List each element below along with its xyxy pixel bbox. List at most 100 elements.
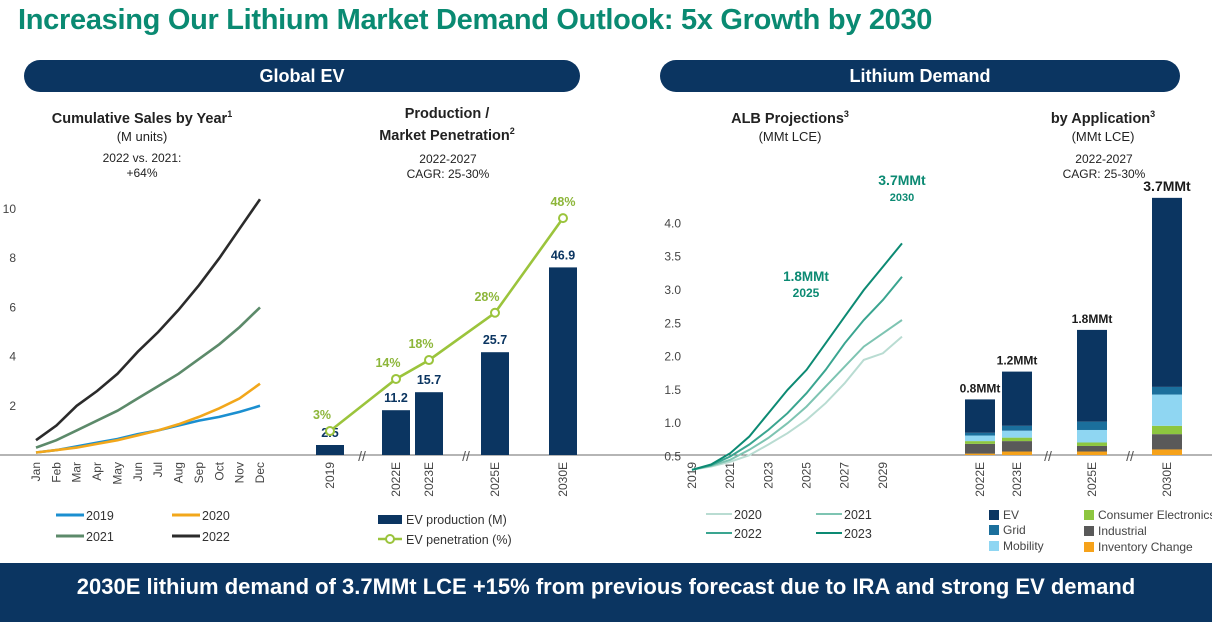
application-total-label: 0.8MMt <box>960 381 1001 395</box>
sales-x-tick-label: Dec <box>253 462 267 483</box>
production-legend-swatch <box>378 515 402 524</box>
sales-x-tick-label: Jan <box>29 462 43 481</box>
alb-legend-label: 2021 <box>844 508 872 522</box>
sales-legend-label: 2019 <box>86 509 114 523</box>
production-legend-label: EV production (M) <box>406 513 507 527</box>
application-legend-label: Inventory Change <box>1098 540 1193 554</box>
sales-x-tick-label: Aug <box>172 462 186 483</box>
alb-subtitle: ALB Projections3 (MMt LCE) <box>710 106 870 145</box>
sales-x-tick-label: Nov <box>233 462 247 483</box>
application-x-tick-label: 2023E <box>1010 462 1024 497</box>
production-heading-line2: Market Penetration <box>379 127 510 144</box>
application-legend-label: Grid <box>1003 523 1026 537</box>
alb-x-tick-label: 2021 <box>723 462 737 489</box>
alb-x-tick-label: 2029 <box>876 462 890 489</box>
sales-series-line-2020 <box>35 382 261 454</box>
production-note-line1: 2022-2027 <box>419 152 477 166</box>
alb-annotation-value: 1.8MMt <box>783 269 829 284</box>
penetration-label: 18% <box>408 337 433 351</box>
application-bar-segment-consumer-electronics <box>1002 437 1032 442</box>
alb-series-line-2020 <box>691 335 903 471</box>
section-header-global-ev: Global EV <box>24 60 580 92</box>
application-legend-label: Consumer Electronics <box>1098 508 1212 522</box>
sales-series-line-2021 <box>35 306 261 449</box>
penetration-point <box>391 373 401 384</box>
sales-x-tick-label: Sep <box>192 462 206 484</box>
application-bar-segment-mobility <box>965 435 995 442</box>
application-legend-label: EV <box>1003 508 1019 522</box>
sales-subtitle: Cumulative Sales by Year1 (M units) <box>42 106 242 145</box>
alb-heading: ALB Projections <box>731 110 844 127</box>
alb-series-line-2022 <box>691 276 903 471</box>
penetration-label: 3% <box>313 408 331 422</box>
application-legend-swatch-consumer-electronics <box>1084 510 1094 520</box>
application-bar-segment-inventory-change <box>1077 451 1107 455</box>
alb-series-line-2021 <box>691 319 903 471</box>
application-bar-segment-mobility <box>1002 430 1032 438</box>
alb-y-tick-label: 1.5 <box>664 383 681 397</box>
sales-legend-label: 2020 <box>202 509 230 523</box>
application-bar-segment-industrial <box>1077 445 1107 452</box>
production-x-tick-label: 2019 <box>323 462 337 489</box>
sales-y-tick-label: 10 <box>3 202 17 216</box>
alb-legend-label: 2023 <box>844 527 872 541</box>
application-footnote: 3 <box>1150 109 1156 119</box>
alb-x-tick-label: 2019 <box>685 462 699 489</box>
application-total-label: 1.2MMt <box>997 354 1038 368</box>
application-bar-segment-consumer-electronics <box>1077 442 1107 446</box>
alb-legend-label: 2020 <box>734 508 762 522</box>
application-legend-swatch-industrial <box>1084 526 1094 536</box>
sales-footnote: 1 <box>227 109 233 119</box>
application-note-line2: CAGR: 25-30% <box>1062 167 1146 181</box>
alb-y-tick-label: 1.0 <box>664 416 681 430</box>
production-bar-label: 25.7 <box>483 333 507 347</box>
alb-y-tick-label: 4.0 <box>664 216 681 230</box>
penetration-legend-marker <box>385 534 395 544</box>
application-bar-segment-mobility <box>1152 394 1182 426</box>
application-legend-swatch-ev <box>989 510 999 520</box>
sales-x-tick-label: Apr <box>90 462 104 481</box>
production-bar-label: 11.2 <box>384 391 408 405</box>
alb-x-tick-label: 2027 <box>838 462 852 489</box>
axis-break-mark: // <box>1044 448 1052 464</box>
penetration-label: 48% <box>550 195 575 209</box>
sales-y-tick-label: 2 <box>9 399 16 413</box>
production-bar-2023E <box>415 392 443 455</box>
alb-annotation-year: 2025 <box>793 286 820 300</box>
sales-x-tick-label: Mar <box>70 462 84 483</box>
application-bar-segment-grid <box>965 432 995 436</box>
production-heading-line1: Production / <box>404 106 490 122</box>
alb-annotation-year: 2030 <box>890 192 914 204</box>
axis-break-mark: // <box>462 448 470 464</box>
application-legend-swatch-grid <box>989 525 999 535</box>
penetration-label: 14% <box>375 356 400 370</box>
production-x-tick-label: 2030E <box>556 462 570 497</box>
sales-legend-label: 2022 <box>202 530 230 544</box>
alb-annotation-value: 3.7MMt <box>878 172 926 188</box>
application-heading: by Application <box>1050 110 1151 127</box>
alb-y-tick-label: 3.5 <box>664 250 681 264</box>
sales-x-tick-label: Jun <box>131 462 145 481</box>
application-total-label: 3.7MMt <box>1143 178 1191 194</box>
production-subtitle: Production / Market Penetration2 <box>362 106 532 145</box>
penetration-label: 28% <box>474 290 499 304</box>
penetration-point <box>490 307 500 318</box>
penetration-point <box>558 213 568 224</box>
application-legend-label: Industrial <box>1098 524 1147 538</box>
alb-y-tick-label: 0.5 <box>664 450 681 464</box>
application-x-tick-label: 2025E <box>1085 462 1099 497</box>
penetration-point <box>424 355 434 366</box>
sales-y-tick-label: 8 <box>9 251 16 265</box>
application-bar-segment-ev <box>965 399 995 433</box>
application-legend-swatch-mobility <box>989 541 999 551</box>
sales-x-tick-label: Oct <box>212 461 226 480</box>
section-header-lithium-demand: Lithium Demand <box>660 60 1180 92</box>
alb-legend-label: 2022 <box>734 527 762 541</box>
application-subtitle: by Application3 (MMt LCE) <box>1028 106 1178 145</box>
alb-x-tick-label: 2025 <box>800 462 814 489</box>
sales-y-tick-label: 4 <box>9 350 16 364</box>
application-total-label: 1.8MMt <box>1072 312 1113 326</box>
production-bar-2019 <box>316 445 344 455</box>
application-legend-swatch-inventory-change <box>1084 542 1094 552</box>
production-footnote: 2 <box>509 126 515 136</box>
